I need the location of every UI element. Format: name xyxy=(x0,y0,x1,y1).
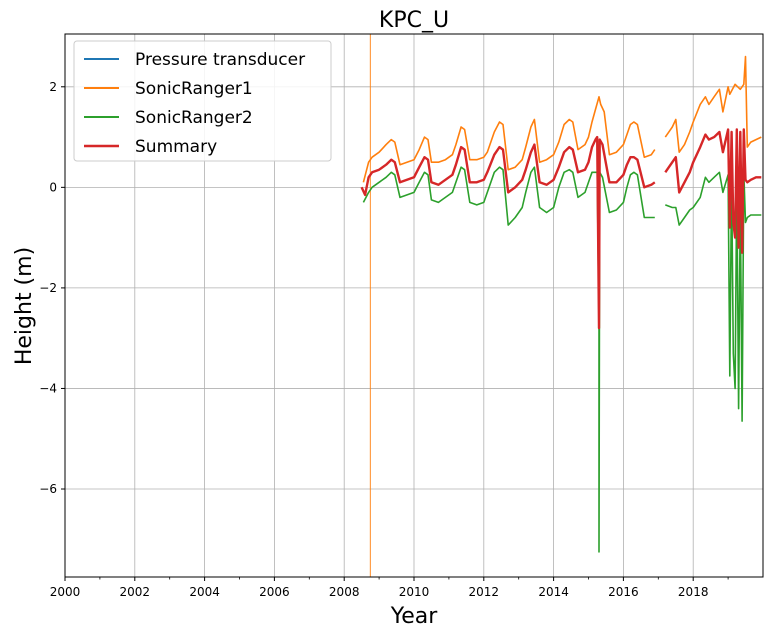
series-line-sonicranger2 xyxy=(665,171,762,422)
x-tick-label: 2012 xyxy=(469,585,500,599)
legend-label: Summary xyxy=(135,137,217,157)
x-tick-label: 2016 xyxy=(608,585,639,599)
y-tick-label: −6 xyxy=(39,482,57,496)
plot-series xyxy=(360,34,762,577)
y-tick-label: −4 xyxy=(39,381,57,395)
y-tick-label: 2 xyxy=(49,80,57,94)
legend-box xyxy=(73,40,332,162)
legend-label: Pressure transducer xyxy=(135,50,305,70)
y-axis-ticks: 2 0 −2 −4 −6 xyxy=(39,80,65,496)
x-tick-label: 2004 xyxy=(189,585,220,599)
series-line-sonicranger2 xyxy=(362,166,655,553)
y-tick-label: 0 xyxy=(49,180,57,194)
x-tick-label: 2018 xyxy=(678,585,709,599)
series-line-summary xyxy=(664,128,762,254)
x-tick-label: 2010 xyxy=(399,585,430,599)
chart-title: KPC_U xyxy=(379,8,449,33)
x-axis-label: Year xyxy=(390,604,439,629)
x-tick-label: 2000 xyxy=(50,585,81,599)
legend: Pressure transducer SonicRanger1 SonicRang… xyxy=(73,40,332,162)
y-tick-label: −2 xyxy=(39,281,57,295)
x-tick-label: 2014 xyxy=(538,585,569,599)
y-axis-label: Height (m) xyxy=(12,247,37,365)
series-line-sonicranger1 xyxy=(664,55,762,153)
x-tick-label: 2002 xyxy=(120,585,151,599)
x-tick-label: 2006 xyxy=(259,585,290,599)
legend-label: SonicRanger1 xyxy=(135,79,253,99)
series-line-summary xyxy=(360,135,656,330)
legend-label: SonicRanger2 xyxy=(135,108,253,128)
x-tick-label: 2008 xyxy=(329,585,360,599)
x-axis-ticks: 2000 2002 2004 2006 2008 2010 2012 2014 2016 2018 xyxy=(50,577,729,599)
series-line-sonicranger1 xyxy=(362,96,656,183)
